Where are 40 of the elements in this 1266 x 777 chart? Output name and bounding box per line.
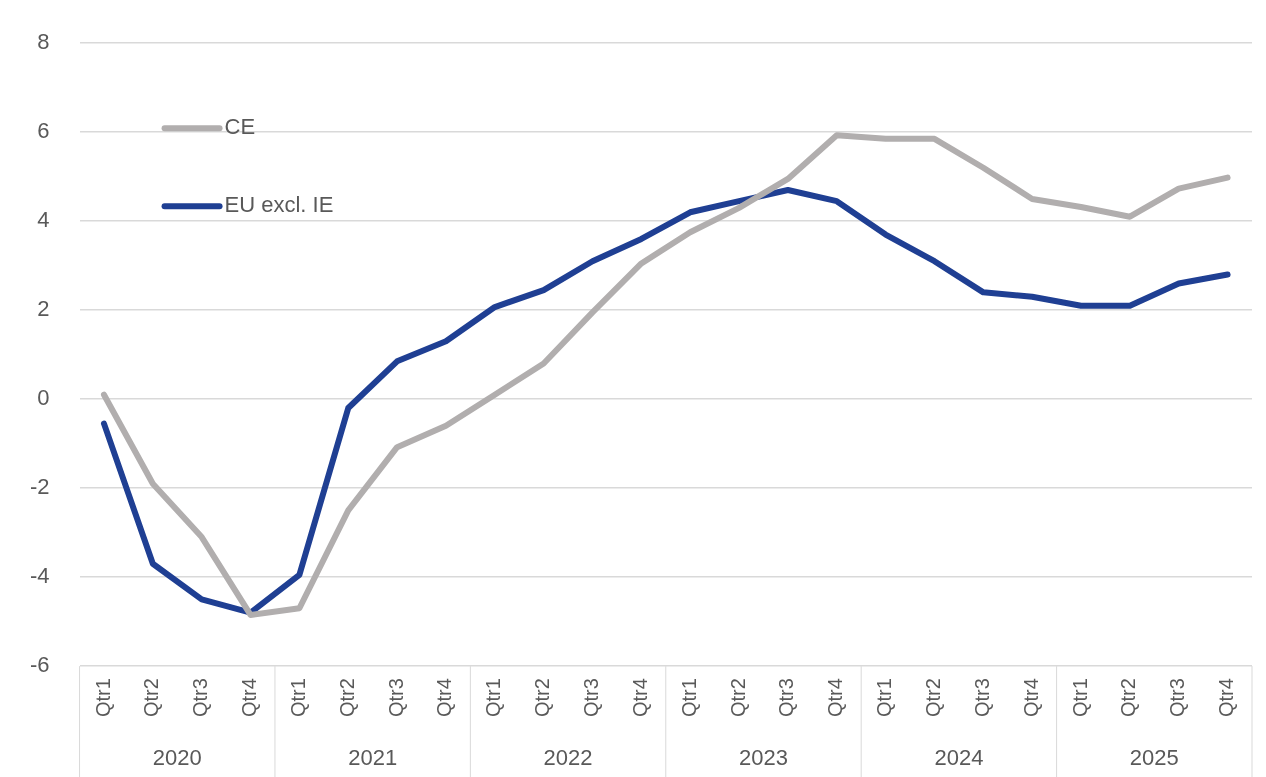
x-tick-label: Qtr4 (824, 678, 847, 718)
y-tick-label: -2 (30, 474, 50, 500)
y-tick-label: 0 (37, 385, 50, 411)
x-tick-label: Qtr3 (580, 678, 603, 718)
x-tick-label: Qtr4 (1019, 678, 1042, 718)
text: 2021 (348, 745, 398, 771)
y-tick-label: -6 (30, 652, 50, 678)
x-tick-label: Qtr3 (1166, 678, 1189, 718)
text: 2023 (739, 745, 788, 771)
x-tick-label: Qtr3 (189, 678, 212, 718)
legend-label: EU excl. IE (224, 192, 334, 218)
x-tick-label: Qtr2 (335, 678, 358, 718)
x-tick-label: Qtr4 (628, 678, 651, 718)
y-tick-label: 8 (37, 29, 50, 55)
text: 2022 (543, 745, 593, 771)
x-tick-label: Qtr2 (921, 678, 944, 718)
x-tick-label: Qtr1 (873, 678, 896, 718)
y-tick-label: -4 (30, 563, 50, 589)
legend-label: CE (224, 114, 256, 140)
x-tick-label: Qtr1 (91, 678, 114, 718)
x-tick-label: Qtr2 (1117, 678, 1140, 718)
text: 2025 (1129, 745, 1179, 771)
x-tick-label: Qtr3 (970, 678, 993, 718)
x-tick-label: Qtr3 (775, 678, 798, 718)
y-tick-label: 2 (37, 296, 50, 322)
y-tick-label: 6 (37, 118, 50, 144)
text: 2024 (934, 745, 984, 771)
x-tick-label: Qtr4 (1215, 678, 1238, 718)
y-tick-label: 4 (37, 207, 50, 233)
x-tick-label: Qtr1 (286, 678, 309, 718)
text: 2020 (152, 745, 202, 771)
x-tick-label: Qtr3 (384, 678, 407, 718)
x-tick-label: Qtr4 (238, 678, 261, 718)
x-tick-label: Qtr2 (531, 678, 554, 718)
x-tick-label: Qtr1 (1068, 678, 1091, 718)
x-tick-label: Qtr2 (140, 678, 163, 718)
x-tick-label: Qtr1 (482, 678, 505, 718)
x-tick-label: Qtr2 (726, 678, 749, 718)
x-tick-label: Qtr4 (433, 678, 456, 718)
x-tick-label: Qtr1 (677, 678, 700, 718)
